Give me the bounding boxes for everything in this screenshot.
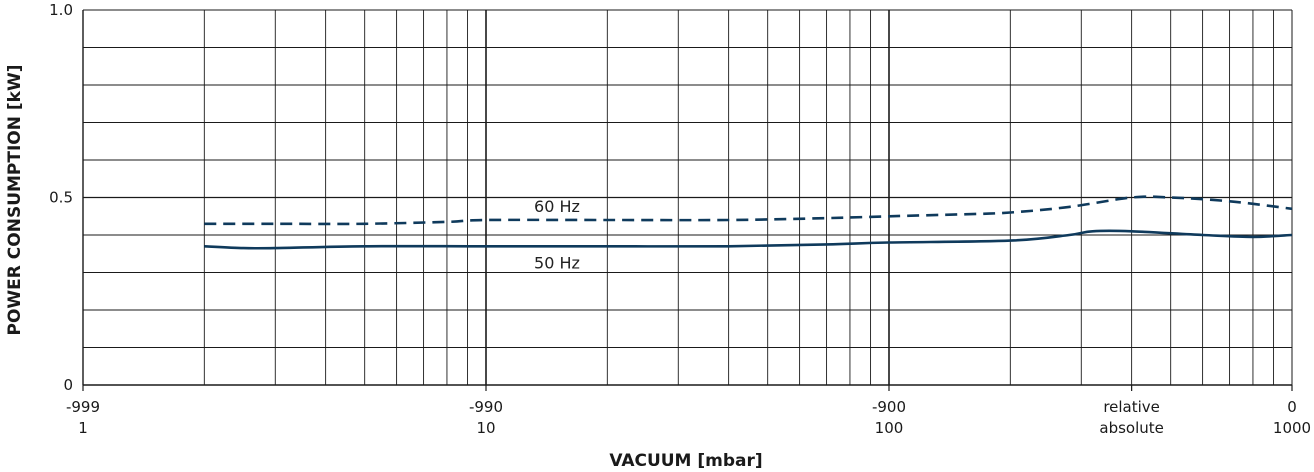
x-tick-label-relative: -990 (469, 398, 503, 416)
x-tick-label-relative: 0 (1287, 398, 1297, 416)
x-tick-label-relative: -900 (872, 398, 906, 416)
x-tick-label-relative: -999 (66, 398, 100, 416)
x-tick-label-absolute: 100 (875, 419, 904, 437)
y-tick-label: 0 (63, 376, 73, 394)
grid (83, 10, 1292, 385)
x-tick-label-absolute: absolute (1099, 419, 1164, 437)
x-axis-title: VACUUM [mbar] (609, 451, 762, 471)
label-layer: 0 0.5 1.0 -999 1 -990 10 -900 100 relative absolut… (49, 1, 1311, 437)
series-label: 60 Hz (534, 197, 580, 216)
x-tick-label-absolute: 10 (476, 419, 495, 437)
x-tick-label-relative: relative (1103, 398, 1160, 416)
plot-frame (82, 9, 1293, 386)
series-label: 50 Hz (534, 253, 580, 272)
series-line-50-hz (204, 229, 1293, 250)
x-tick-label-absolute: 1 (78, 419, 88, 437)
series-layer (204, 195, 1293, 250)
y-tick-label: 1.0 (49, 1, 73, 19)
y-tick-label: 0.5 (49, 189, 73, 207)
series-line-60-hz (204, 195, 1293, 226)
y-axis-title: POWER CONSUMPTION [kW] (5, 65, 25, 336)
x-tick-label-absolute: 1000 (1273, 419, 1311, 437)
